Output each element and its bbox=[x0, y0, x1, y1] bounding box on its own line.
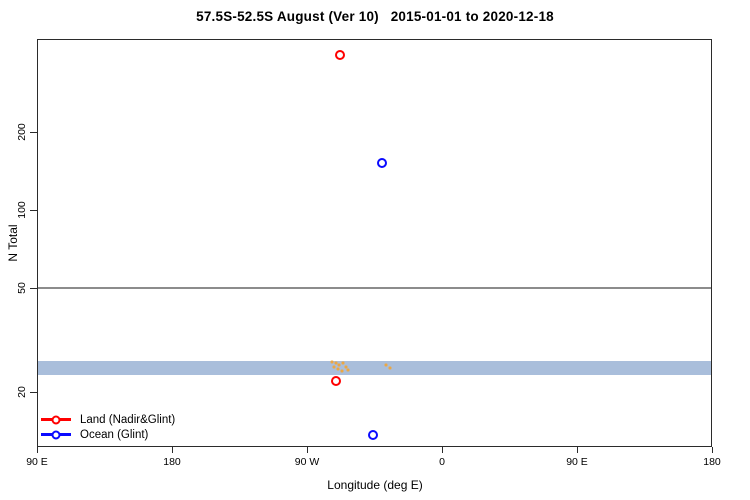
minor-point bbox=[336, 367, 340, 371]
minor-point bbox=[384, 363, 388, 367]
data-point-ocean bbox=[377, 157, 387, 168]
legend-item-ocean: Ocean (Glint) bbox=[41, 427, 175, 442]
x-tick-mark bbox=[577, 447, 578, 453]
x-tick-label: 180 bbox=[163, 456, 181, 468]
minor-point bbox=[341, 361, 345, 365]
x-tick-mark bbox=[712, 447, 713, 453]
legend-item-land: Land (Nadir&Glint) bbox=[41, 412, 175, 427]
minor-point bbox=[332, 365, 336, 369]
minor-point bbox=[330, 360, 334, 364]
ocean-series-marker-icon bbox=[41, 429, 71, 440]
x-tick-label: 180 bbox=[703, 456, 721, 468]
x-tick-label: 0 bbox=[439, 456, 445, 468]
y-tick-label: 100 bbox=[16, 201, 28, 219]
y-axis-title: N Total bbox=[6, 224, 20, 262]
legend: Land (Nadir&Glint) Ocean (Glint) bbox=[41, 412, 175, 442]
plot-area bbox=[37, 39, 712, 447]
legend-label-land: Land (Nadir&Glint) bbox=[80, 413, 176, 426]
x-tick-mark bbox=[307, 447, 308, 453]
minor-point bbox=[340, 369, 344, 373]
x-axis-title: Longitude (deg E) bbox=[327, 478, 423, 492]
reference-band bbox=[38, 360, 711, 375]
minor-point bbox=[388, 366, 392, 370]
minor-point bbox=[334, 361, 338, 365]
chart-title: 57.5S-52.5S August (Ver 10) 2015-01-01 t… bbox=[196, 9, 554, 24]
y-tick-label: 50 bbox=[16, 282, 28, 295]
legend-label-ocean: Ocean (Glint) bbox=[80, 428, 149, 441]
minor-point bbox=[344, 365, 348, 369]
data-point-ocean bbox=[368, 430, 378, 441]
land-series-marker-icon bbox=[41, 414, 71, 425]
y-tick-mark bbox=[30, 210, 37, 211]
x-tick-label: 90 E bbox=[26, 456, 48, 468]
y-tick-label: 200 bbox=[16, 122, 28, 141]
reference-line-50 bbox=[38, 287, 711, 290]
y-tick-mark bbox=[30, 131, 37, 133]
data-point-land bbox=[335, 49, 345, 60]
y-tick-mark bbox=[30, 288, 37, 290]
x-tick-label: 90 E bbox=[566, 456, 588, 468]
x-tick-mark bbox=[172, 447, 173, 453]
y-tick-mark bbox=[30, 391, 37, 393]
y-tick-label: 20 bbox=[16, 385, 28, 398]
x-tick-mark bbox=[37, 447, 38, 453]
data-point-land bbox=[330, 375, 341, 386]
minor-point bbox=[346, 368, 350, 372]
x-tick-mark bbox=[442, 447, 443, 453]
x-tick-label: 90 W bbox=[294, 456, 320, 468]
minor-point bbox=[337, 363, 341, 367]
